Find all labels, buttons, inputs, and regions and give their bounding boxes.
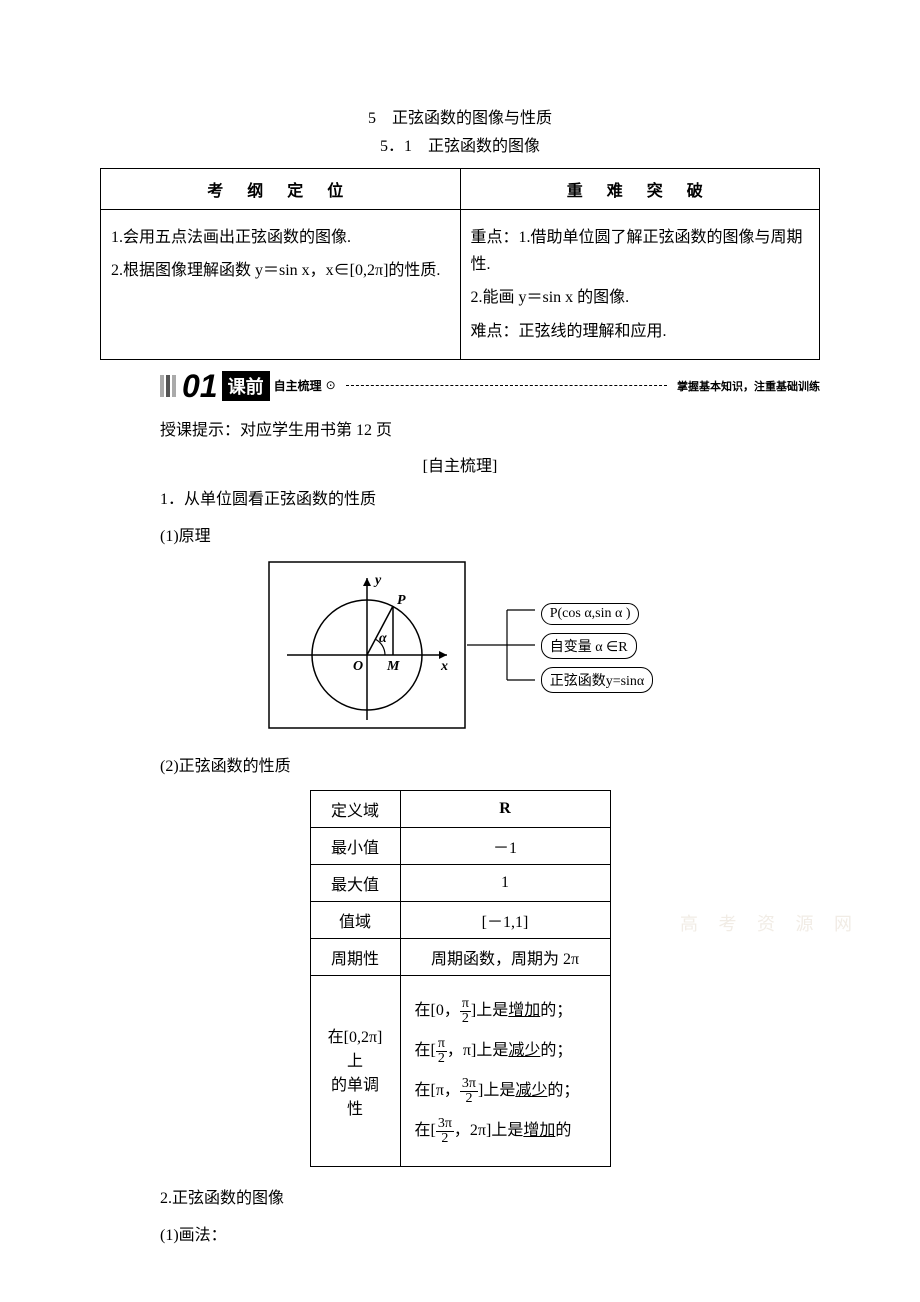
properties-table: 定义域 R 最小值 －1 最大值 1 值域 [－1,1] 周期性 周期函数，周期… <box>310 790 611 1166</box>
banner-dot-icon: ⊙ <box>326 378 336 393</box>
unit-circle-diagram: y x P O M α P(cos α,sin α ) 自变量 α ∈R 正弦函… <box>100 560 820 735</box>
prop-mono-values: 在[0，π2]上是增加的； 在[π2，π]上是减少的； 在[π，3π2]上是减少… <box>400 976 610 1166</box>
prop-label: 最大值 <box>310 865 400 902</box>
svg-text:M: M <box>386 659 400 674</box>
prop-label: 周期性 <box>310 939 400 976</box>
standards-table: 考 纲 定 位 重 难 突 破 1.会用五点法画出正弦函数的图像. 2.根据图像… <box>100 168 820 360</box>
banner-subtitle: 自主梳理 <box>274 377 322 394</box>
sec1-a: (1)原理 <box>160 523 820 550</box>
prop-value: R <box>400 791 610 828</box>
banner-number: 01 <box>182 370 218 402</box>
zzsl-label: [自主梳理] <box>423 452 498 476</box>
kgdw-left-cell: 1.会用五点法画出正弦函数的图像. 2.根据图像理解函数 y＝sin x，x∈[… <box>101 210 461 360</box>
kgdw-left-line: 1.会用五点法画出正弦函数的图像. <box>111 224 450 251</box>
title-sub: 5．1 正弦函数的图像 <box>100 132 820 156</box>
diagram-tag: 自变量 α ∈R <box>541 633 637 659</box>
sec2-a: (1)画法： <box>160 1222 820 1249</box>
page-root: 5 正弦函数的图像与性质 5．1 正弦函数的图像 考 纲 定 位 重 难 突 破… <box>0 0 920 1299</box>
section-banner: 01 课前 自主梳理 ⊙ 掌握基本知识，注重基础训练 <box>160 370 820 402</box>
sec1-b: (2)正弦函数的性质 <box>160 753 820 780</box>
kgdw-right-line: 重点：1.借助单位圆了解正弦函数的图像与周期性. <box>471 224 810 278</box>
kgdw-right-line: 难点：正弦线的理解和应用. <box>471 318 810 345</box>
svg-text:P: P <box>397 593 406 608</box>
kgdw-left-header: 考 纲 定 位 <box>101 169 461 210</box>
svg-text:α: α <box>379 631 387 646</box>
sec2-title: 2.正弦函数的图像 <box>160 1185 820 1212</box>
kgdw-right-cell: 重点：1.借助单位圆了解正弦函数的图像与周期性. 2.能画 y＝sin x 的图… <box>460 210 820 360</box>
banner-keqian: 课前 <box>222 371 270 401</box>
prop-mono-label: 在[0,2π] 上 的单调 性 <box>310 976 400 1166</box>
prop-value: 周期函数，周期为 2π <box>400 939 610 976</box>
title-main: 5 正弦函数的图像与性质 <box>100 104 820 128</box>
prop-label: 定义域 <box>310 791 400 828</box>
svg-text:y: y <box>373 573 382 588</box>
kgdw-right-header: 重 难 突 破 <box>460 169 820 210</box>
banner-tail: 掌握基本知识，注重基础训练 <box>677 378 820 394</box>
banner-bars-icon <box>160 375 178 397</box>
prop-label: 最小值 <box>310 828 400 865</box>
kgdw-left-line: 2.根据图像理解函数 y＝sin x，x∈[0,2π]的性质. <box>111 257 450 284</box>
diagram-tag: 正弦函数y=sinα <box>541 667 654 693</box>
kgdw-right-line: 2.能画 y＝sin x 的图像. <box>471 284 810 311</box>
prop-value: 1 <box>400 865 610 902</box>
prop-value: －1 <box>400 828 610 865</box>
svg-text:O: O <box>353 659 363 674</box>
prop-label: 值域 <box>310 902 400 939</box>
svg-text:x: x <box>440 659 448 674</box>
banner-dashes <box>346 385 667 386</box>
watermark-text: 高 考 资 源 网 <box>680 910 860 936</box>
prop-value: [－1,1] <box>400 902 610 939</box>
sec1-title: 1．从单位圆看正弦函数的性质 <box>160 486 820 513</box>
teaching-hint: 授课提示：对应学生用书第 12 页 <box>160 416 820 440</box>
diagram-tag: P(cos α,sin α ) <box>541 603 640 625</box>
